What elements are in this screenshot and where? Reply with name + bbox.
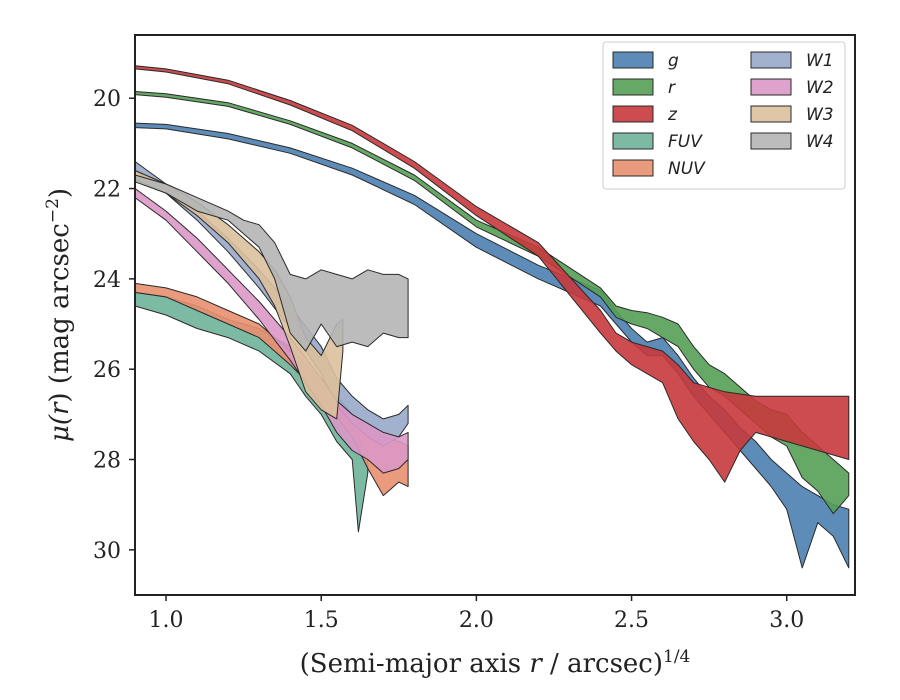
band-g: [134, 122, 850, 569]
legend-label-w1: W1: [806, 51, 834, 71]
x-axis-label-exponent: 1/4: [663, 647, 690, 667]
y-axis-label-rest: ) (mag arcsec: [45, 223, 75, 402]
y-axis-label-mu: μ(: [45, 414, 75, 442]
legend-label-w3: W3: [806, 105, 834, 125]
x-axis-label-var: r: [529, 649, 543, 679]
legend-entries: grz FUV NUV W1 W2 W3 W4: [612, 51, 834, 179]
legend-swatch-w4: [750, 132, 792, 150]
x-tick-label-4: 3.0: [769, 608, 804, 633]
band-w3: [134, 170, 344, 420]
band-nuv: [134, 282, 409, 497]
plot-frame: [134, 34, 856, 596]
x-axis-label-rest: / arcsec): [542, 649, 663, 679]
y-tick-label-0: 20: [93, 87, 121, 112]
band-w4: [134, 174, 409, 352]
legend-label-g: g: [668, 51, 679, 71]
x-tick-label-1: 1.5: [304, 608, 339, 633]
y-tick-label-5: 30: [93, 539, 121, 564]
legend-swatch-fuv: [612, 132, 654, 150]
x-tick-label-0: 1.0: [149, 608, 184, 633]
profile-bands: [134, 65, 850, 569]
band-w2: [134, 188, 409, 474]
legend-label-w4: W4: [806, 132, 834, 152]
legend-swatch-w3: [750, 105, 792, 123]
y-tick-label-2: 24: [93, 268, 121, 293]
legend: grz FUV NUV W1 W2 W3 W4: [602, 41, 846, 190]
y-tick-label-1: 22: [93, 178, 121, 203]
y-axis-label-exponent: −2: [43, 198, 63, 223]
x-tick-label-3: 2.5: [614, 608, 649, 633]
y-tick-label-3: 26: [93, 358, 121, 383]
x-axis-label: (Semi-major axis r / arcsec)1/4: [300, 647, 691, 679]
legend-label-fuv: FUV: [668, 132, 703, 152]
band-z: [134, 65, 850, 483]
x-tick-label-2: 2.0: [459, 608, 494, 633]
legend-swatch-nuv: [612, 159, 654, 177]
legend-label-r: r: [668, 78, 676, 98]
x-axis-label-main: (Semi-major axis: [300, 649, 530, 679]
legend-swatch-w2: [750, 78, 792, 96]
legend-label-w2: W2: [806, 78, 834, 98]
legend-swatch-w1: [750, 51, 792, 69]
legend-label-z: z: [667, 105, 678, 125]
y-tick-label-4: 28: [93, 449, 121, 474]
y-axis-label: μ(r) (mag arcsec−2): [43, 188, 75, 442]
legend-label-nuv: NUV: [668, 159, 706, 179]
y-axis-label-end: ): [45, 188, 75, 198]
legend-swatch-g: [612, 51, 654, 69]
legend-swatch-r: [612, 78, 654, 96]
legend-swatch-z: [612, 105, 654, 123]
y-axis-label-var: r: [45, 401, 75, 415]
axis-ticks: 1.0 1.5 2.0 2.5 3.0 20 22 24 26 28 30: [93, 87, 804, 633]
